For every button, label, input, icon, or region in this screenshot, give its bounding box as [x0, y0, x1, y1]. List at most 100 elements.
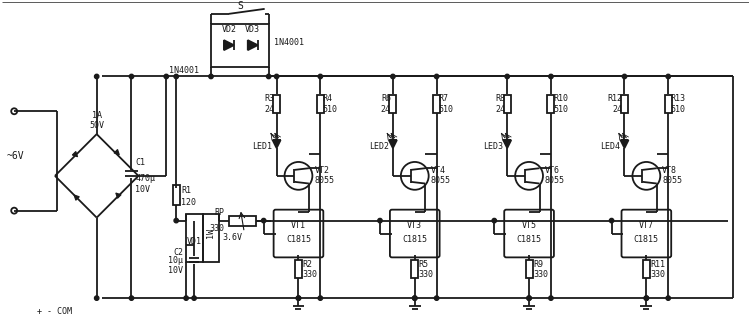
Circle shape: [434, 74, 439, 79]
Text: 24: 24: [613, 105, 623, 114]
Circle shape: [391, 74, 395, 79]
Text: 8055: 8055: [315, 176, 334, 185]
Circle shape: [412, 296, 417, 300]
Circle shape: [505, 74, 509, 79]
Text: R3: R3: [264, 94, 275, 103]
Circle shape: [623, 74, 626, 79]
Circle shape: [129, 74, 134, 79]
Text: R7: R7: [439, 94, 448, 103]
Bar: [295, 260, 302, 278]
Polygon shape: [116, 193, 121, 198]
Bar: [665, 95, 671, 113]
Text: C1815: C1815: [517, 235, 541, 244]
Bar: [229, 216, 256, 226]
Text: 24: 24: [264, 105, 275, 114]
Bar: [547, 95, 554, 113]
Bar: [526, 260, 532, 278]
Text: 330: 330: [209, 224, 224, 233]
Bar: [390, 95, 397, 113]
Circle shape: [644, 296, 649, 300]
Text: 8055: 8055: [430, 176, 451, 185]
Text: + - COM: + - COM: [37, 307, 72, 315]
Text: 8055: 8055: [545, 176, 565, 185]
Text: C1815: C1815: [634, 235, 659, 244]
Bar: [504, 95, 511, 113]
Text: VT6: VT6: [545, 167, 560, 175]
Text: R5: R5: [419, 260, 429, 269]
Circle shape: [434, 296, 439, 300]
Text: 510: 510: [670, 105, 685, 114]
Text: R13: R13: [670, 94, 685, 103]
Circle shape: [274, 74, 279, 79]
Text: R8: R8: [495, 94, 505, 103]
Polygon shape: [503, 140, 511, 148]
Text: 330: 330: [533, 270, 548, 279]
Text: 1N4001: 1N4001: [273, 38, 303, 47]
Text: 510: 510: [553, 105, 568, 114]
Bar: [643, 260, 650, 278]
Text: 10μ
10V: 10μ 10V: [168, 256, 183, 275]
Text: R4: R4: [322, 94, 333, 103]
Circle shape: [318, 296, 322, 300]
Circle shape: [174, 219, 179, 223]
Text: 330: 330: [419, 270, 434, 279]
Polygon shape: [389, 140, 397, 148]
Circle shape: [209, 74, 213, 79]
Circle shape: [318, 74, 322, 79]
Text: VT3: VT3: [407, 221, 422, 230]
Circle shape: [644, 296, 649, 300]
Text: VD2: VD2: [222, 25, 237, 34]
Bar: [203, 214, 219, 262]
Text: 510: 510: [322, 105, 337, 114]
Text: VT4: VT4: [430, 167, 445, 175]
Text: VT1: VT1: [291, 221, 306, 230]
Circle shape: [666, 296, 671, 300]
Text: R6: R6: [381, 94, 391, 103]
Bar: [273, 95, 280, 113]
Circle shape: [261, 219, 266, 223]
Bar: [173, 185, 179, 205]
Bar: [433, 95, 440, 113]
Text: 330: 330: [303, 270, 318, 279]
Text: 8055: 8055: [662, 176, 682, 185]
Text: 3.6V: 3.6V: [222, 234, 242, 242]
Text: 1A
50V: 1A 50V: [89, 110, 104, 130]
Text: 24: 24: [381, 105, 391, 114]
Polygon shape: [273, 140, 281, 148]
Circle shape: [378, 219, 382, 223]
Text: R10: R10: [553, 94, 568, 103]
Circle shape: [192, 296, 196, 300]
Bar: [621, 95, 628, 113]
Text: ~6V: ~6V: [6, 151, 24, 161]
Text: 1W: 1W: [207, 228, 216, 238]
Circle shape: [95, 74, 99, 79]
Bar: [186, 214, 203, 262]
Text: R1: R1: [181, 186, 192, 195]
Text: C1: C1: [135, 159, 146, 167]
Text: LED2: LED2: [369, 142, 389, 151]
Text: R12: R12: [608, 94, 623, 103]
Circle shape: [492, 219, 496, 223]
Polygon shape: [248, 40, 258, 50]
Text: R2: R2: [303, 260, 312, 269]
Text: 1N4001: 1N4001: [169, 66, 199, 75]
Text: VT8: VT8: [662, 167, 677, 175]
Circle shape: [549, 74, 553, 79]
Text: VT2: VT2: [315, 167, 330, 175]
Text: VT7: VT7: [639, 221, 654, 230]
Circle shape: [527, 296, 531, 300]
Text: VD3: VD3: [246, 25, 261, 34]
Text: RP: RP: [214, 208, 224, 217]
Bar: [211, 24, 269, 67]
Text: 510: 510: [439, 105, 454, 114]
Text: 470μ
10V: 470μ 10V: [135, 174, 155, 194]
Circle shape: [95, 296, 99, 300]
Circle shape: [297, 296, 300, 300]
Bar: [317, 95, 324, 113]
Polygon shape: [72, 152, 77, 157]
Text: VD1: VD1: [187, 237, 202, 247]
Circle shape: [267, 74, 271, 79]
Polygon shape: [620, 140, 629, 148]
Polygon shape: [224, 40, 234, 50]
Text: S: S: [237, 1, 243, 11]
